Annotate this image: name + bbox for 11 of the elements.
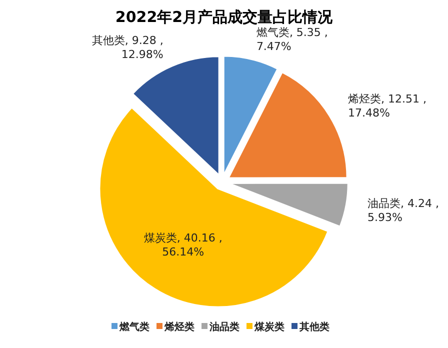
- data-label: 油品类, 4.24 , 5.93%: [368, 197, 439, 224]
- data-label: 燃气类, 5.35 , 7.47%: [256, 26, 328, 54]
- legend-label: 烯烃类: [164, 321, 194, 333]
- legend-label: 燃气类: [118, 321, 150, 333]
- chart-title: 2022年2月产品成交量占比情况: [115, 8, 334, 26]
- data-label: 煤炭类, 40.16 , 56.14%: [144, 232, 222, 259]
- legend-label: 煤炭类: [254, 321, 284, 333]
- data-label: 烯烃类, 12.51 , 17.48%: [348, 92, 427, 120]
- legend-label: 其他类: [298, 321, 330, 333]
- legend-label: 油品类: [208, 321, 240, 333]
- data-label: 其他类, 9.28 , 12.98%: [92, 34, 164, 62]
